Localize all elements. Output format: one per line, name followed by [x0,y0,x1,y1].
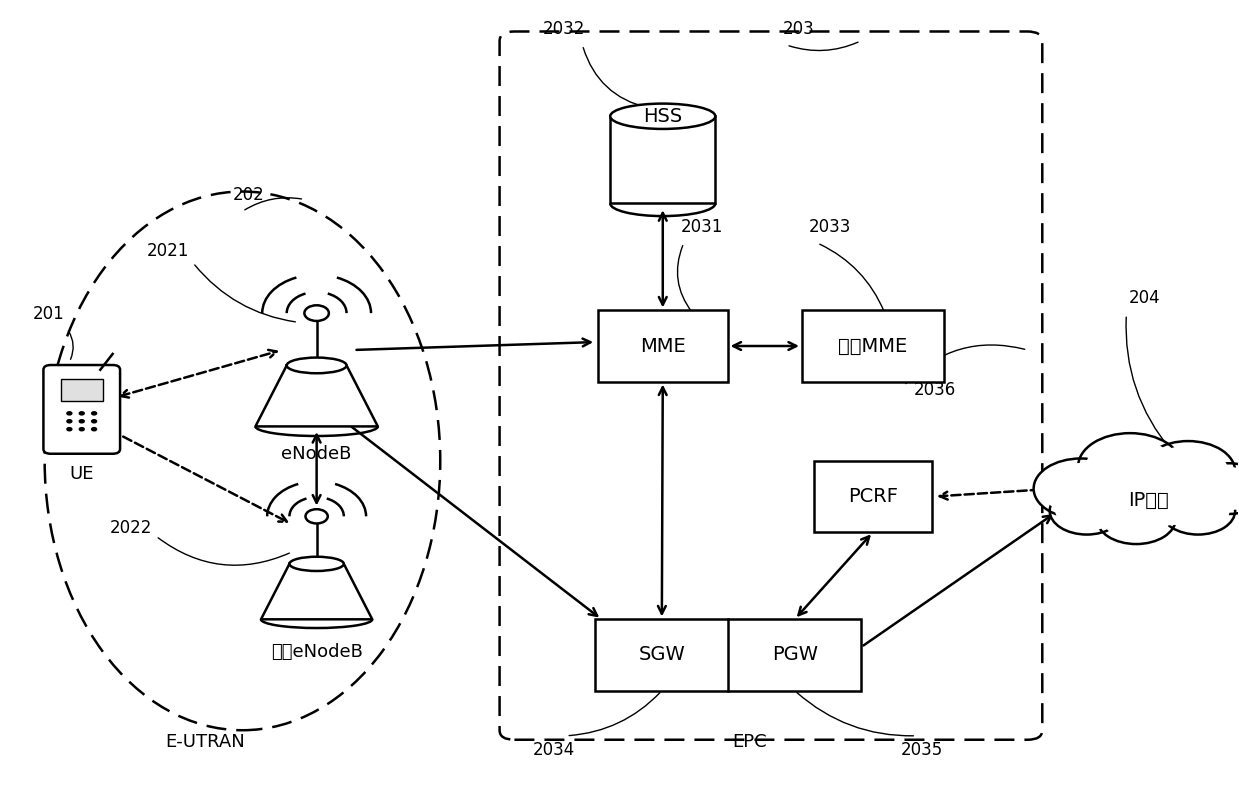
Text: 204: 204 [1129,289,1161,308]
FancyBboxPatch shape [802,310,944,382]
Circle shape [67,412,72,415]
Text: 202: 202 [233,187,264,204]
Text: E-UTRAN: E-UTRAN [166,733,245,751]
Circle shape [1041,463,1120,514]
Circle shape [67,428,72,431]
Text: MME: MME [639,336,685,355]
Circle shape [1103,497,1170,541]
Circle shape [79,420,84,423]
FancyBboxPatch shape [43,365,120,454]
Circle shape [1056,491,1119,531]
Text: 2021: 2021 [147,242,190,260]
Ellipse shape [286,358,347,374]
Text: SGW: SGW [638,646,685,665]
FancyBboxPatch shape [814,461,932,532]
Circle shape [79,428,84,431]
Text: PCRF: PCRF [847,487,898,506]
Polygon shape [261,564,372,619]
Text: 2022: 2022 [110,519,152,537]
Circle shape [1085,438,1175,494]
Circle shape [1097,494,1176,544]
Ellipse shape [1048,461,1239,532]
Text: 203: 203 [783,20,814,38]
Text: 2031: 2031 [681,218,724,236]
Circle shape [1196,467,1239,510]
Ellipse shape [611,103,715,129]
Circle shape [1149,445,1228,497]
FancyBboxPatch shape [61,379,103,401]
Ellipse shape [1061,467,1237,526]
Circle shape [1049,487,1124,534]
Text: 2032: 2032 [543,20,585,38]
Polygon shape [255,366,378,426]
Circle shape [1189,463,1239,514]
Circle shape [1078,433,1182,500]
Text: PGW: PGW [772,646,818,665]
Text: IP业务: IP业务 [1129,491,1168,510]
Circle shape [1161,487,1235,534]
Text: 2035: 2035 [901,741,944,759]
Circle shape [92,428,97,431]
Circle shape [1141,441,1235,502]
Circle shape [67,420,72,423]
Ellipse shape [290,556,343,571]
Text: 201: 201 [32,305,64,324]
Circle shape [1167,491,1229,531]
Text: EPC: EPC [732,733,767,751]
Text: HSS: HSS [643,107,683,126]
FancyBboxPatch shape [598,310,727,382]
Circle shape [92,412,97,415]
Circle shape [305,305,328,321]
FancyBboxPatch shape [596,619,861,691]
FancyBboxPatch shape [611,116,715,204]
Text: 其它eNodeB: 其它eNodeB [270,643,363,661]
Text: 其它MME: 其它MME [839,336,907,355]
Circle shape [79,412,84,415]
Circle shape [306,510,328,523]
Circle shape [92,420,97,423]
Text: eNodeB: eNodeB [281,445,352,463]
Text: 2034: 2034 [533,741,575,759]
Text: 2036: 2036 [913,381,955,398]
Text: 2033: 2033 [809,218,851,236]
Text: UE: UE [69,465,94,483]
Circle shape [1033,459,1127,518]
